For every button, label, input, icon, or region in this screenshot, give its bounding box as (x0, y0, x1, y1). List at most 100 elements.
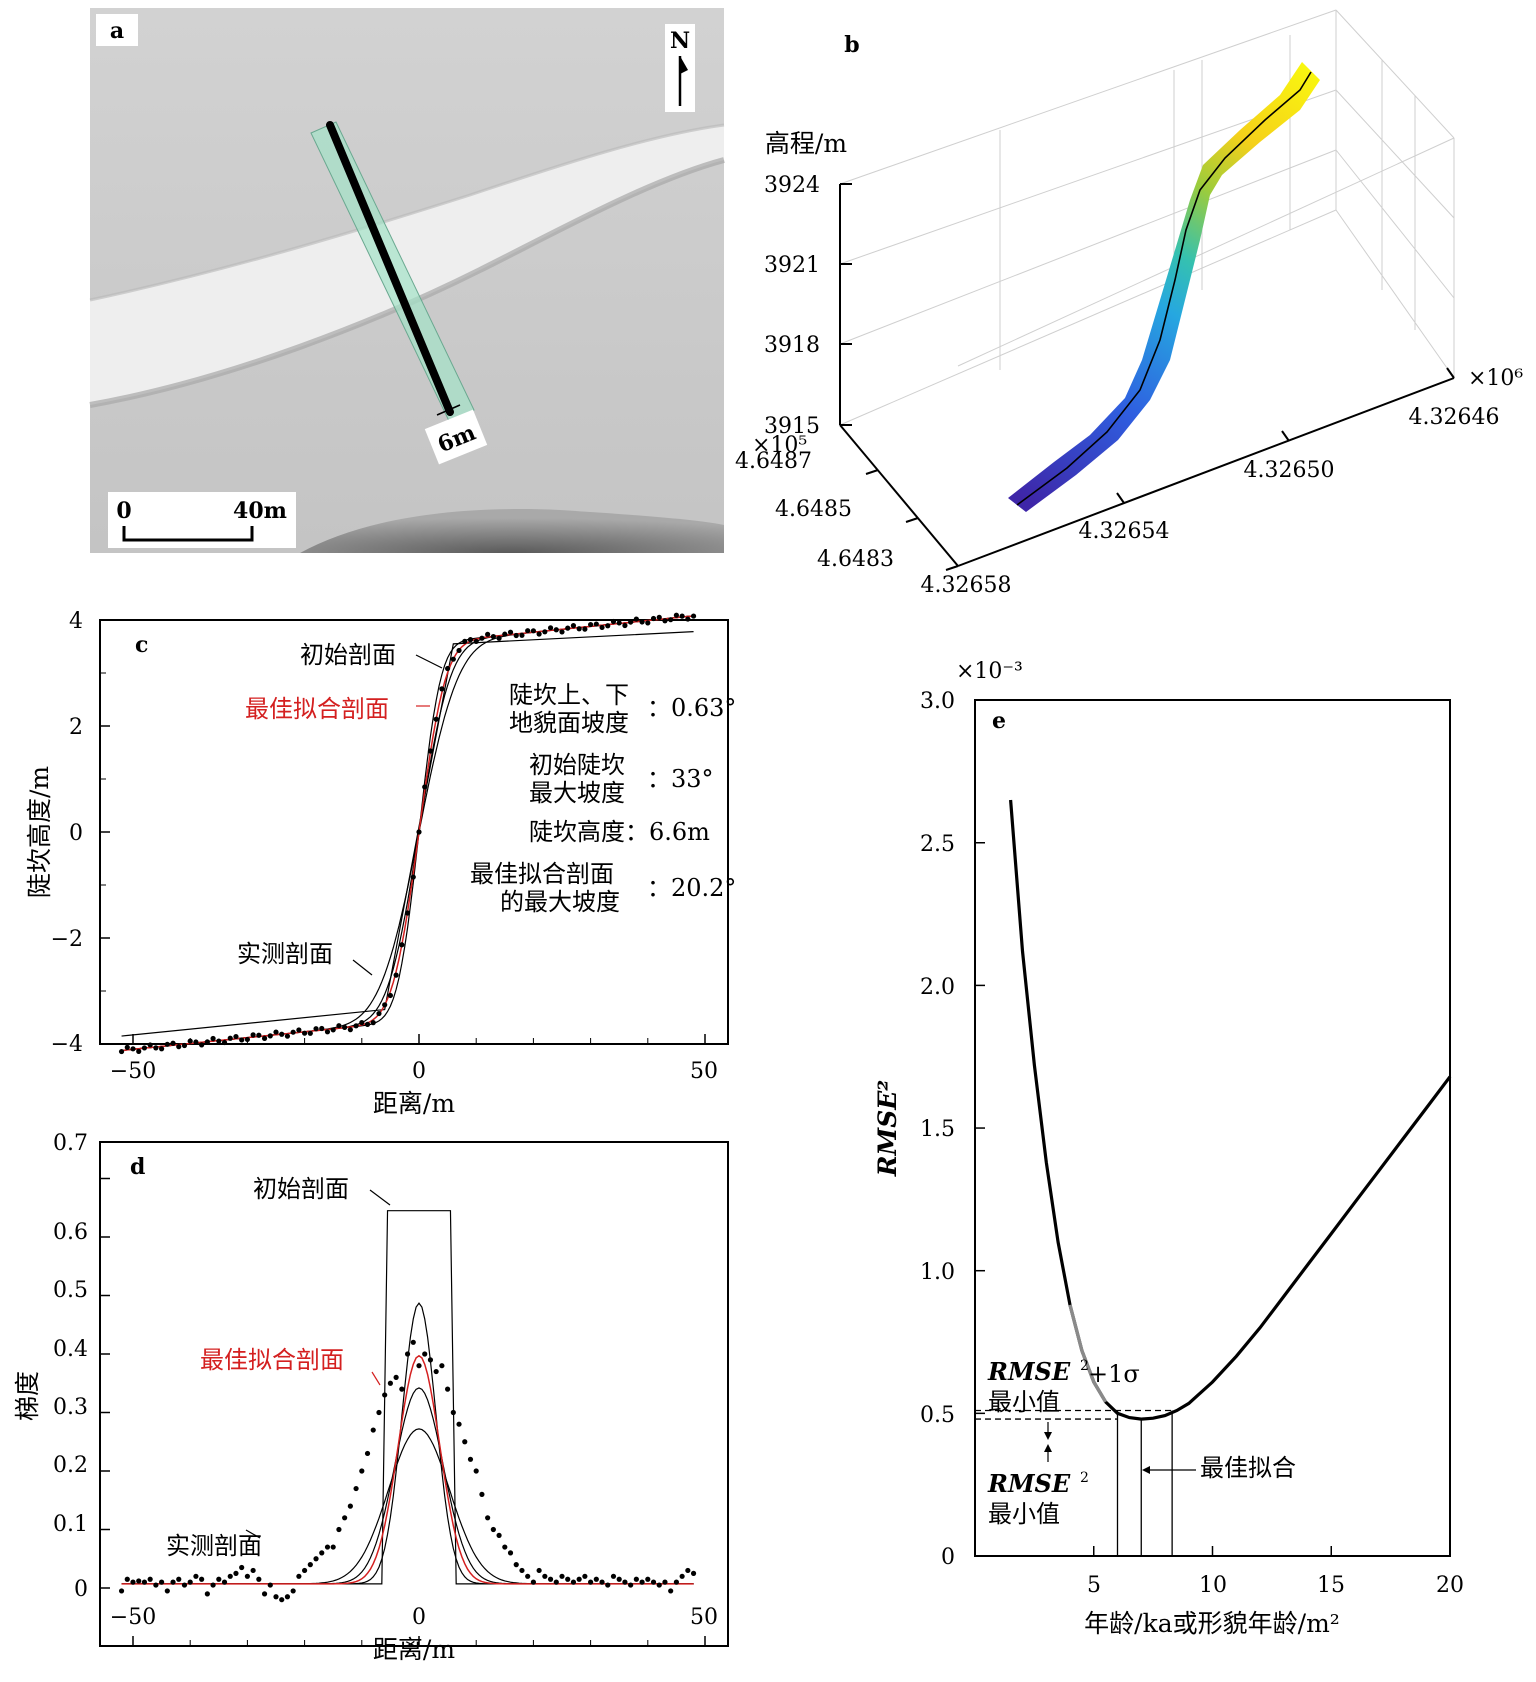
d-measured-point (427, 1357, 434, 1363)
c-measured-point (296, 1027, 302, 1033)
c-measured-point (136, 1048, 142, 1054)
panel-a-label: a (110, 18, 124, 44)
c-measured-point (210, 1035, 216, 1042)
d-measured-point (445, 1386, 451, 1392)
d-measured-point (256, 1576, 262, 1582)
c-measured-point (433, 716, 439, 722)
c-measured-point (536, 631, 542, 637)
e-xtick-15: 15 (1317, 1573, 1345, 1598)
c-measured-point (639, 619, 645, 625)
c-measured-point (502, 631, 508, 637)
d-initial-profile (121, 1210, 694, 1585)
d-measured-point (267, 1582, 273, 1588)
scale-zero: 0 (116, 498, 131, 524)
d-measured-point (313, 1556, 319, 1562)
d-label-measured: 实测剖面 (166, 1532, 262, 1560)
d-measured-point (170, 1579, 176, 1585)
d-measured-point (382, 1392, 388, 1398)
c-param2b: 最大坡度 (529, 779, 625, 807)
d-measured-point (204, 1591, 210, 1597)
d-measured-point (507, 1550, 514, 1556)
c-measured-point (410, 874, 416, 880)
d-measured-point (633, 1576, 639, 1582)
d-measured-point (136, 1578, 142, 1584)
d-measured-point (296, 1573, 302, 1579)
c-measured-point (336, 1023, 342, 1029)
c-measured-point (490, 634, 496, 640)
c-measured-point (628, 619, 634, 625)
d-measured-point (216, 1576, 222, 1582)
e-rmse-plus-c: 最小值 (988, 1388, 1060, 1416)
d-measured-point (576, 1576, 582, 1582)
e-ytick-10: 1.0 (920, 1260, 955, 1285)
c-measured-point (118, 1048, 125, 1055)
c-measured-point (662, 618, 668, 624)
terrace-band (90, 125, 724, 405)
c-measured-point (130, 1046, 136, 1052)
c-measured-point (141, 1045, 148, 1051)
e-ytick-20: 2.0 (920, 975, 955, 1000)
c-measured-point (553, 627, 559, 633)
c-measured-point (216, 1038, 222, 1044)
e-rmse-curve (1009, 799, 1452, 1421)
c-measured-point (233, 1033, 239, 1040)
c-measured-point (347, 1027, 353, 1033)
d-measured-point (433, 1368, 439, 1375)
width-arrow (436, 404, 461, 416)
c-measured-point (422, 784, 428, 790)
c-measured-point (467, 637, 474, 643)
panel-d: d 0 0.1 0.2 0.3 0.4 0.5 0.6 0.7 −50 0 50… (13, 1131, 729, 1664)
c-measured-point (313, 1026, 319, 1032)
d-measured-point (187, 1579, 193, 1585)
d-measured-point (319, 1550, 325, 1556)
d-measured-point (610, 1573, 617, 1579)
c-measured-point (279, 1031, 285, 1037)
y-tick-1: 4.6487 (735, 449, 812, 474)
d-measured-point (656, 1582, 662, 1588)
d-measured-point (250, 1567, 256, 1574)
d-measured-point (559, 1573, 565, 1579)
x-tick-4: 4.32658 (921, 573, 1012, 598)
c-measured-point (605, 623, 611, 629)
d-measured-point (650, 1579, 657, 1585)
c-measured-point (170, 1040, 176, 1046)
c-label-measured: 实测剖面 (237, 940, 333, 968)
c-measured-point (342, 1024, 348, 1030)
c-measured-point (513, 632, 519, 639)
d-measured-point (456, 1421, 462, 1427)
d-ytick-05: 0.5 (53, 1278, 88, 1303)
c-measured-point (376, 1010, 382, 1017)
d-xtick-m50: −50 (110, 1605, 156, 1630)
d-measured-point (422, 1351, 428, 1357)
c-measured-point (399, 942, 405, 948)
scarp-shadow (89, 157, 725, 408)
e-xlabel: 年龄/ka或形貌年龄/m² (1084, 1609, 1340, 1638)
d-measured-point (582, 1573, 588, 1579)
c-measured-point (227, 1035, 233, 1041)
c-param4b: 的最大坡度 (500, 888, 620, 916)
d-measured-point (570, 1579, 577, 1585)
panel-e-label: e (992, 708, 1006, 734)
d-measured-point (393, 1374, 399, 1380)
c-measured-point (650, 615, 657, 622)
d-measured-point (399, 1386, 405, 1392)
panel-c-label: c (135, 632, 148, 658)
c-measured-point (542, 629, 548, 635)
d-measured-point (450, 1409, 456, 1416)
d-measured-point (519, 1567, 525, 1574)
d-measured-point (673, 1579, 680, 1585)
d-measured-point (261, 1591, 268, 1597)
d-diffusion-profile (121, 1428, 694, 1585)
c-measured-point (302, 1030, 308, 1036)
d-measured-point (616, 1576, 622, 1582)
e-ytick-15: 1.5 (920, 1117, 955, 1142)
c-measured-point (622, 622, 628, 629)
c-measured-point (181, 1042, 188, 1049)
e-ytick-30: 3.0 (920, 689, 955, 714)
c-measured-point (353, 1023, 359, 1029)
d-measured-point (164, 1588, 170, 1594)
c-xtick-m50: −50 (110, 1059, 156, 1084)
c-measured-point (633, 616, 639, 622)
d-measured-point (221, 1579, 228, 1585)
e-y-multiplier: ×10⁻³ (956, 659, 1023, 684)
